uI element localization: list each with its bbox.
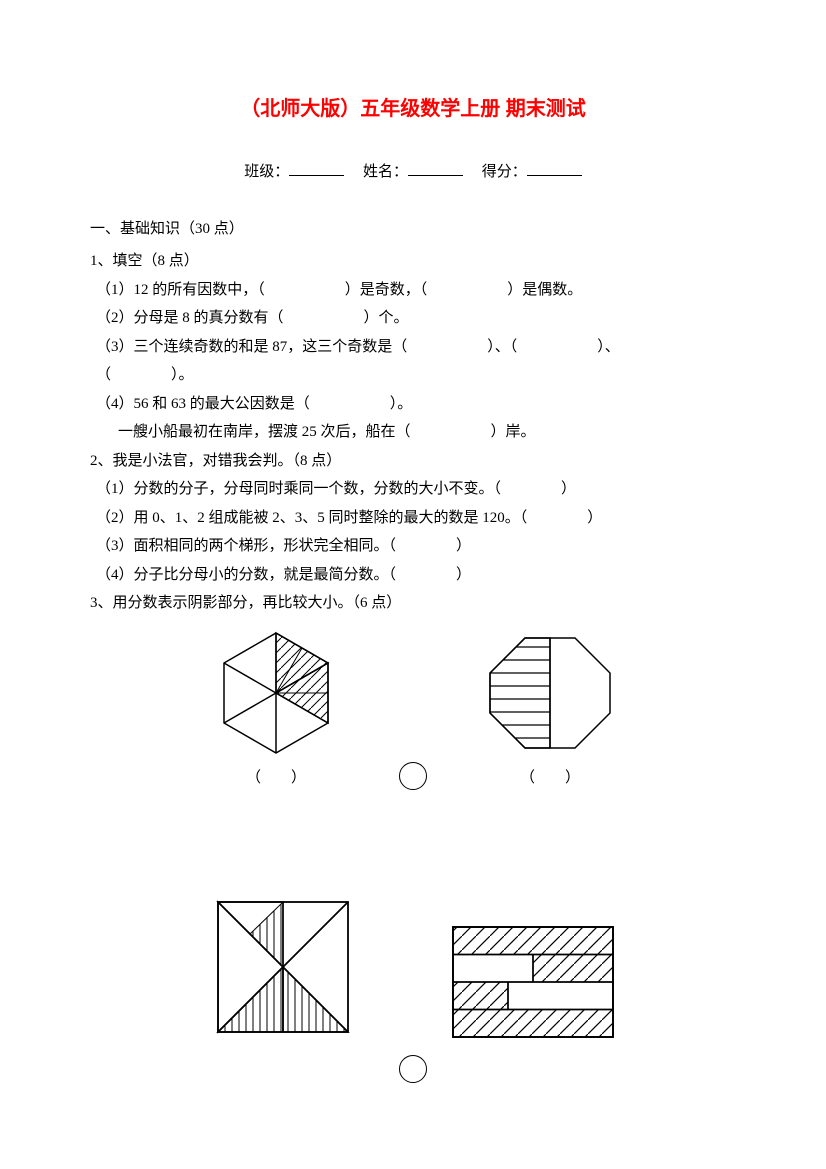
compare-circle-1[interactable] [399, 762, 427, 790]
q2-4-a: （4）分子比分母小的分数，就是最简分数。（ [96, 567, 396, 583]
q2-1-b: ） [561, 481, 576, 497]
q1-4-a: （4）56 和 63 的最大公因数是（ [96, 396, 310, 412]
name-blank[interactable] [408, 160, 463, 176]
q2-3: （3）面积相同的两个梯形，形状完全相同。（ ） [90, 532, 736, 561]
paren-close: ） [565, 770, 580, 786]
q1-4-b: ）。 [390, 396, 413, 412]
octagon-svg [475, 628, 625, 758]
hexagon-figure: （ ） [201, 628, 351, 793]
score-blank[interactable] [527, 160, 582, 176]
q1-3-d: （ [96, 367, 111, 383]
q3-heading: 3、用分数表示阴影部分，再比较大小。（6 点） [90, 589, 736, 618]
document-title: （北师大版）五年级数学上册 期末测试 [90, 90, 736, 128]
q2-3-b: ） [456, 538, 471, 554]
oct-answer[interactable]: （ ） [475, 764, 625, 793]
q2-1: （1）分数的分子，分母同时乘同一个数，分数的大小不变。（ ） [90, 475, 736, 504]
paren-close: ） [291, 770, 306, 786]
grid-rect-figure [448, 922, 618, 1042]
q2-heading: 2、我是小法官，对错我会判。（8 点） [90, 447, 736, 476]
q1-4: （4）56 和 63 的最大公因数是（ ）。 [90, 390, 736, 419]
q1-1-c: ）是偶数。 [507, 282, 582, 298]
q1-3: （3）三个连续奇数的和是 87，这三个奇数是（ ）、（ ）、 [90, 333, 736, 362]
q1-2-a: （2）分母是 8 的真分数有（ [96, 310, 284, 326]
q1-5-a: 一艘小船最初在南岸，摆渡 25 次后，船在（ [118, 424, 411, 440]
q2-4-b: ） [456, 567, 471, 583]
q1-3-e: ）。 [171, 367, 194, 383]
q1-3-b: ）、（ [487, 339, 517, 355]
square-tri-svg [208, 892, 358, 1042]
q2-1-a: （1）分数的分子，分母同时乘同一个数，分数的大小不变。（ [96, 481, 501, 497]
q2-3-a: （3）面积相同的两个梯形，形状完全相同。（ [96, 538, 396, 554]
q1-1: （1）12 的所有因数中，（ ）是奇数，（ ）是偶数。 [90, 276, 736, 305]
paren-open: （ [246, 770, 261, 786]
q2-2-b: ） [587, 510, 602, 526]
q2-2-a: （2）用 0、1、2 组成能被 2、3、5 同时整除的最大的数是 120。（ [96, 510, 527, 526]
student-info-line: 班级： 姓名： 得分： [90, 158, 736, 187]
grid-rect-svg [448, 922, 618, 1042]
compare-circle-2[interactable] [399, 1055, 427, 1083]
figure-row-2 [90, 892, 736, 1042]
paren-open: （ [520, 770, 535, 786]
q1-3-a: （3）三个连续奇数的和是 87，这三个奇数是（ [96, 339, 407, 355]
q1-heading: 1、填空（8 点） [90, 247, 736, 276]
class-blank[interactable] [289, 160, 344, 176]
hexagon-svg [201, 628, 351, 758]
q1-5-b: ）岸。 [491, 424, 536, 440]
figure-row-1: （ ） [90, 628, 736, 793]
q2-4: （4）分子比分母小的分数，就是最简分数。（ ） [90, 561, 736, 590]
score-label: 得分： [482, 164, 527, 180]
name-label: 姓名： [363, 164, 408, 180]
octagon-figure: （ ） [475, 628, 625, 793]
q2-2: （2）用 0、1、2 组成能被 2、3、5 同时整除的最大的数是 120。（ ） [90, 504, 736, 533]
q1-5: 一艘小船最初在南岸，摆渡 25 次后，船在（ ）岸。 [90, 418, 736, 447]
class-label: 班级： [244, 164, 289, 180]
compare-2-wrap [90, 1054, 736, 1083]
q1-3-c: ）、 [597, 339, 620, 355]
section-1-heading: 一、基础知识（30 点） [90, 215, 736, 244]
hex-answer[interactable]: （ ） [201, 764, 351, 793]
page: （北师大版）五年级数学上册 期末测试 班级： 姓名： 得分： 一、基础知识（30… [0, 0, 826, 1169]
q1-1-b: ）是奇数，（ [345, 282, 428, 298]
q1-1-a: （1）12 的所有因数中，（ [96, 282, 265, 298]
q1-2: （2）分母是 8 的真分数有（ ）个。 [90, 304, 736, 333]
square-triangles-figure [208, 892, 358, 1042]
q1-2-b: ）个。 [364, 310, 409, 326]
compare-1 [391, 761, 435, 792]
q1-3-cont: （ ）。 [90, 361, 736, 390]
